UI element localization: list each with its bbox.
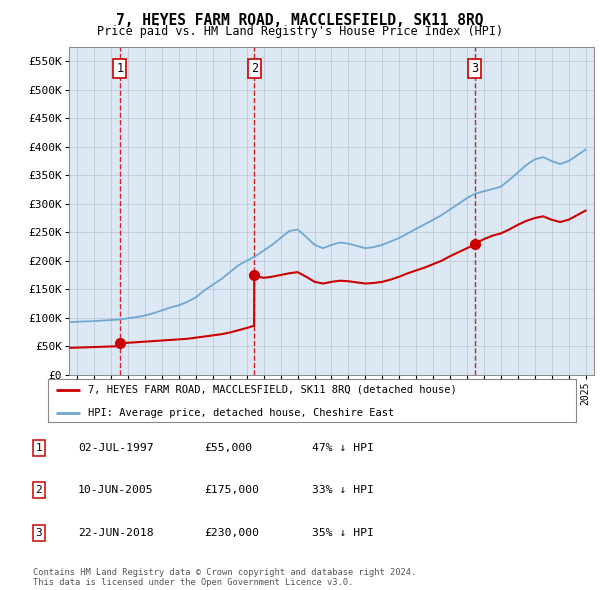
Text: 33% ↓ HPI: 33% ↓ HPI	[312, 486, 374, 495]
Text: 2: 2	[35, 486, 43, 495]
Text: 47% ↓ HPI: 47% ↓ HPI	[312, 443, 374, 453]
Text: 2: 2	[251, 62, 258, 75]
Text: 22-JUN-2018: 22-JUN-2018	[78, 529, 154, 538]
Text: 1: 1	[35, 443, 43, 453]
Text: 3: 3	[472, 62, 479, 75]
Text: £55,000: £55,000	[204, 443, 252, 453]
Text: 1: 1	[116, 62, 124, 75]
Text: 7, HEYES FARM ROAD, MACCLESFIELD, SK11 8RQ (detached house): 7, HEYES FARM ROAD, MACCLESFIELD, SK11 8…	[88, 385, 457, 395]
Text: Price paid vs. HM Land Registry's House Price Index (HPI): Price paid vs. HM Land Registry's House …	[97, 25, 503, 38]
Text: £175,000: £175,000	[204, 486, 259, 495]
Text: Contains HM Land Registry data © Crown copyright and database right 2024.
This d: Contains HM Land Registry data © Crown c…	[33, 568, 416, 587]
Text: £230,000: £230,000	[204, 529, 259, 538]
Text: 35% ↓ HPI: 35% ↓ HPI	[312, 529, 374, 538]
Text: 3: 3	[35, 529, 43, 538]
Text: 7, HEYES FARM ROAD, MACCLESFIELD, SK11 8RQ: 7, HEYES FARM ROAD, MACCLESFIELD, SK11 8…	[116, 13, 484, 28]
Text: 10-JUN-2005: 10-JUN-2005	[78, 486, 154, 495]
Text: 02-JUL-1997: 02-JUL-1997	[78, 443, 154, 453]
Text: HPI: Average price, detached house, Cheshire East: HPI: Average price, detached house, Ches…	[88, 408, 394, 418]
